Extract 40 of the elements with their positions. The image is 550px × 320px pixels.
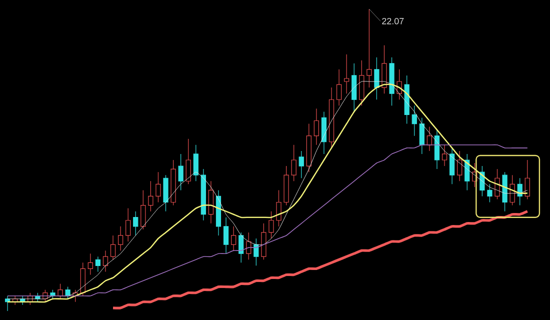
candlestick — [524, 160, 530, 200]
candlestick — [254, 238, 259, 266]
candlestick — [442, 144, 448, 166]
candlestick — [110, 235, 116, 260]
candlestick — [449, 148, 455, 184]
candlestick — [118, 226, 124, 251]
candlestick — [298, 150, 304, 178]
candlestick — [148, 180, 154, 212]
candlestick — [133, 211, 138, 236]
candlestick — [223, 217, 229, 254]
candlestick — [374, 57, 380, 100]
candlestick — [65, 286, 70, 300]
candlestick — [412, 105, 417, 136]
candlestick — [178, 154, 184, 190]
candlestick — [291, 144, 296, 182]
candlestick — [102, 250, 108, 272]
candlestick — [366, 8, 372, 88]
candlestick — [246, 232, 252, 260]
candlestick — [126, 208, 131, 242]
candlestick — [494, 168, 500, 200]
candlestick — [193, 144, 198, 182]
candlestick — [156, 172, 161, 203]
candlestick — [426, 126, 432, 152]
candlestick — [140, 190, 146, 230]
candlestick — [457, 150, 462, 182]
candlestick — [487, 184, 492, 203]
candlestick — [238, 232, 244, 263]
candlestick — [88, 253, 93, 276]
candlestick — [344, 54, 350, 94]
candlestick — [95, 256, 101, 272]
candlestick — [231, 226, 236, 251]
candlestick — [510, 174, 515, 206]
candlestick — [58, 283, 63, 300]
candlestick — [314, 108, 319, 146]
candlestick — [419, 117, 424, 154]
candlestick — [336, 69, 342, 106]
candlestick — [276, 190, 282, 227]
candlestick — [186, 138, 191, 184]
candlestick — [268, 211, 274, 239]
annotation: 22.07 — [382, 18, 404, 24]
